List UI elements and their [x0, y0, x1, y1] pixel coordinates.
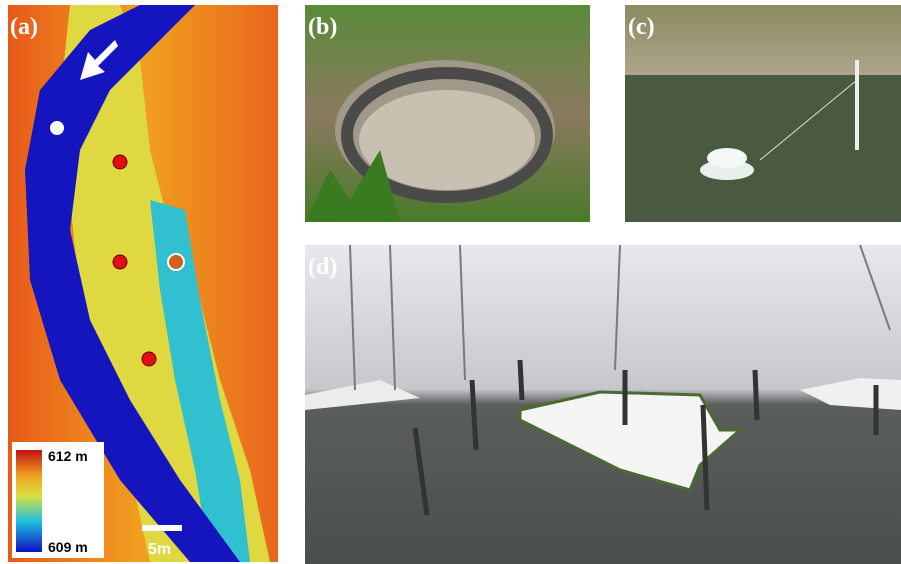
figure: 612 m 609 m 5m (a) (b) (c) (d)	[0, 0, 901, 564]
panel-label: (a)	[10, 14, 38, 40]
panel-label: (b)	[308, 14, 337, 40]
panel-label: (c)	[628, 14, 655, 40]
panel-a: 612 m 609 m 5m (a)	[8, 5, 278, 562]
marker	[113, 255, 127, 269]
scale-bar	[142, 525, 182, 531]
buoy	[707, 148, 747, 168]
marker	[168, 254, 184, 270]
panel-label: (d)	[308, 254, 337, 280]
marker	[142, 352, 156, 366]
marker	[113, 155, 127, 169]
scale-label: 5m	[148, 541, 171, 558]
panel-c: (c)	[625, 5, 901, 222]
panel-d: (d)	[305, 245, 901, 564]
water	[625, 75, 901, 222]
colorbar	[16, 450, 42, 552]
panel-b: (b)	[305, 5, 590, 222]
colorbar-label: 612 m	[48, 448, 88, 464]
marker	[50, 121, 64, 135]
colorbar-label: 609 m	[48, 539, 88, 555]
